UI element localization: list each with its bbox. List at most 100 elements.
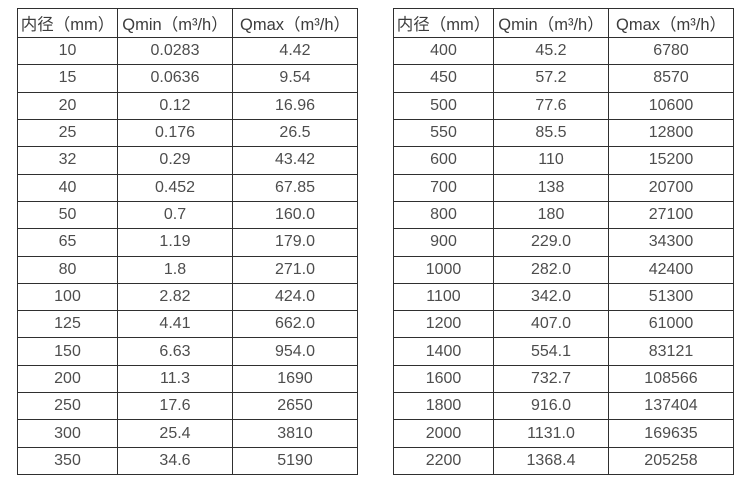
table-cell: 34300 — [608, 228, 734, 257]
table-cell: 1400 — [393, 337, 494, 366]
table-cell: 57.2 — [493, 64, 609, 93]
table-cell: 342.0 — [493, 282, 609, 312]
column-header: 内径（mm） — [17, 8, 118, 38]
table-cell: 17.6 — [117, 392, 233, 421]
table-cell: 20 — [17, 91, 118, 120]
table-cell: 169635 — [608, 419, 734, 448]
table-row: 100 2.82 424.0 — [17, 282, 358, 312]
table-cell: 27100 — [608, 200, 734, 230]
table-row: 1800 916.0 137404 — [393, 392, 734, 421]
table-cell: 43.42 — [232, 146, 358, 175]
table-cell: 1100 — [393, 282, 494, 312]
table-cell: 500 — [393, 91, 494, 120]
table-cell: 282.0 — [493, 255, 609, 284]
table-row: 250 17.6 2650 — [17, 392, 358, 421]
table-cell: 160.0 — [232, 200, 358, 230]
table-cell: 2200 — [393, 446, 494, 476]
table-cell: 0.0636 — [117, 64, 233, 93]
table-cell: 67.85 — [232, 173, 358, 202]
table-cell: 125 — [17, 310, 118, 339]
table-cell: 12800 — [608, 118, 734, 148]
table-row: 1000 282.0 42400 — [393, 255, 734, 284]
table-cell: 6.63 — [117, 337, 233, 366]
table-cell: 250 — [17, 392, 118, 421]
table-cell: 1.8 — [117, 255, 233, 284]
table-row: 10 0.0283 4.42 — [17, 36, 358, 66]
column-header: Qmax（m³/h） — [232, 8, 358, 38]
table-cell: 179.0 — [232, 228, 358, 257]
table-cell: 424.0 — [232, 282, 358, 312]
header-row: 内径（mm） Qmin（m³/h） Qmax（m³/h） — [393, 8, 734, 38]
table-row: 1100 342.0 51300 — [393, 282, 734, 312]
table-cell: 4.41 — [117, 310, 233, 339]
table-cell: 0.452 — [117, 173, 233, 202]
table-cell: 25 — [17, 118, 118, 148]
table-cell: 350 — [17, 446, 118, 476]
table-row: 40 0.452 67.85 — [17, 173, 358, 202]
table-cell: 1368.4 — [493, 446, 609, 476]
table-row: 700 138 20700 — [393, 173, 734, 202]
table-cell: 15200 — [608, 146, 734, 175]
table-cell: 85.5 — [493, 118, 609, 148]
table-cell: 2650 — [232, 392, 358, 421]
table-row: 350 34.6 5190 — [17, 446, 358, 476]
table-cell: 137404 — [608, 392, 734, 421]
table-cell: 2.82 — [117, 282, 233, 312]
table-cell: 554.1 — [493, 337, 609, 366]
table-cell: 11.3 — [117, 364, 233, 394]
table-row: 900 229.0 34300 — [393, 228, 734, 257]
table-row: 1600 732.7 108566 — [393, 364, 734, 394]
table-cell: 110 — [493, 146, 609, 175]
table-cell: 10 — [17, 36, 118, 66]
table-row: 150 6.63 954.0 — [17, 337, 358, 366]
table-cell: 25.4 — [117, 419, 233, 448]
table-cell: 700 — [393, 173, 494, 202]
table-cell: 271.0 — [232, 255, 358, 284]
table-cell: 83121 — [608, 337, 734, 366]
table-row: 300 25.4 3810 — [17, 419, 358, 448]
table-cell: 954.0 — [232, 337, 358, 366]
table-row: 550 85.5 12800 — [393, 118, 734, 148]
table-row: 1200 407.0 61000 — [393, 310, 734, 339]
table-cell: 450 — [393, 64, 494, 93]
table-row: 600 110 15200 — [393, 146, 734, 175]
flow-table-large-diameters: 内径（mm） Qmin（m³/h） Qmax（m³/h） 400 45.2 6780 45… — [393, 8, 734, 476]
table-cell: 1200 — [393, 310, 494, 339]
table-cell: 65 — [17, 228, 118, 257]
table-cell: 229.0 — [493, 228, 609, 257]
table-cell: 0.29 — [117, 146, 233, 175]
table-cell: 800 — [393, 200, 494, 230]
header-row: 内径（mm） Qmin（m³/h） Qmax（m³/h） — [17, 8, 358, 38]
table-cell: 2000 — [393, 419, 494, 448]
table-cell: 16.96 — [232, 91, 358, 120]
table-cell: 40 — [17, 173, 118, 202]
table-cell: 26.5 — [232, 118, 358, 148]
table-cell: 900 — [393, 228, 494, 257]
column-header: Qmax（m³/h） — [608, 8, 734, 38]
table-cell: 0.12 — [117, 91, 233, 120]
table-cell: 42400 — [608, 255, 734, 284]
column-header: Qmin（m³/h） — [493, 8, 609, 38]
table-row: 15 0.0636 9.54 — [17, 64, 358, 93]
table-cell: 1600 — [393, 364, 494, 394]
table-cell: 0.0283 — [117, 36, 233, 66]
table-cell: 45.2 — [493, 36, 609, 66]
table-cell: 0.7 — [117, 200, 233, 230]
table-cell: 6780 — [608, 36, 734, 66]
table-cell: 15 — [17, 64, 118, 93]
table-cell: 1131.0 — [493, 419, 609, 448]
table-row: 50 0.7 160.0 — [17, 200, 358, 230]
table-row: 25 0.176 26.5 — [17, 118, 358, 148]
table-cell: 50 — [17, 200, 118, 230]
flow-table-small-diameters: 内径（mm） Qmin（m³/h） Qmax（m³/h） 10 0.0283 4.42 1… — [17, 8, 358, 476]
table-cell: 916.0 — [493, 392, 609, 421]
table-cell: 3810 — [232, 419, 358, 448]
table-cell: 138 — [493, 173, 609, 202]
table-row: 800 180 27100 — [393, 200, 734, 230]
table-cell: 662.0 — [232, 310, 358, 339]
table-cell: 34.6 — [117, 446, 233, 476]
table-cell: 32 — [17, 146, 118, 175]
table-row: 2200 1368.4 205258 — [393, 446, 734, 476]
column-header: 内径（mm） — [393, 8, 494, 38]
table-cell: 1800 — [393, 392, 494, 421]
